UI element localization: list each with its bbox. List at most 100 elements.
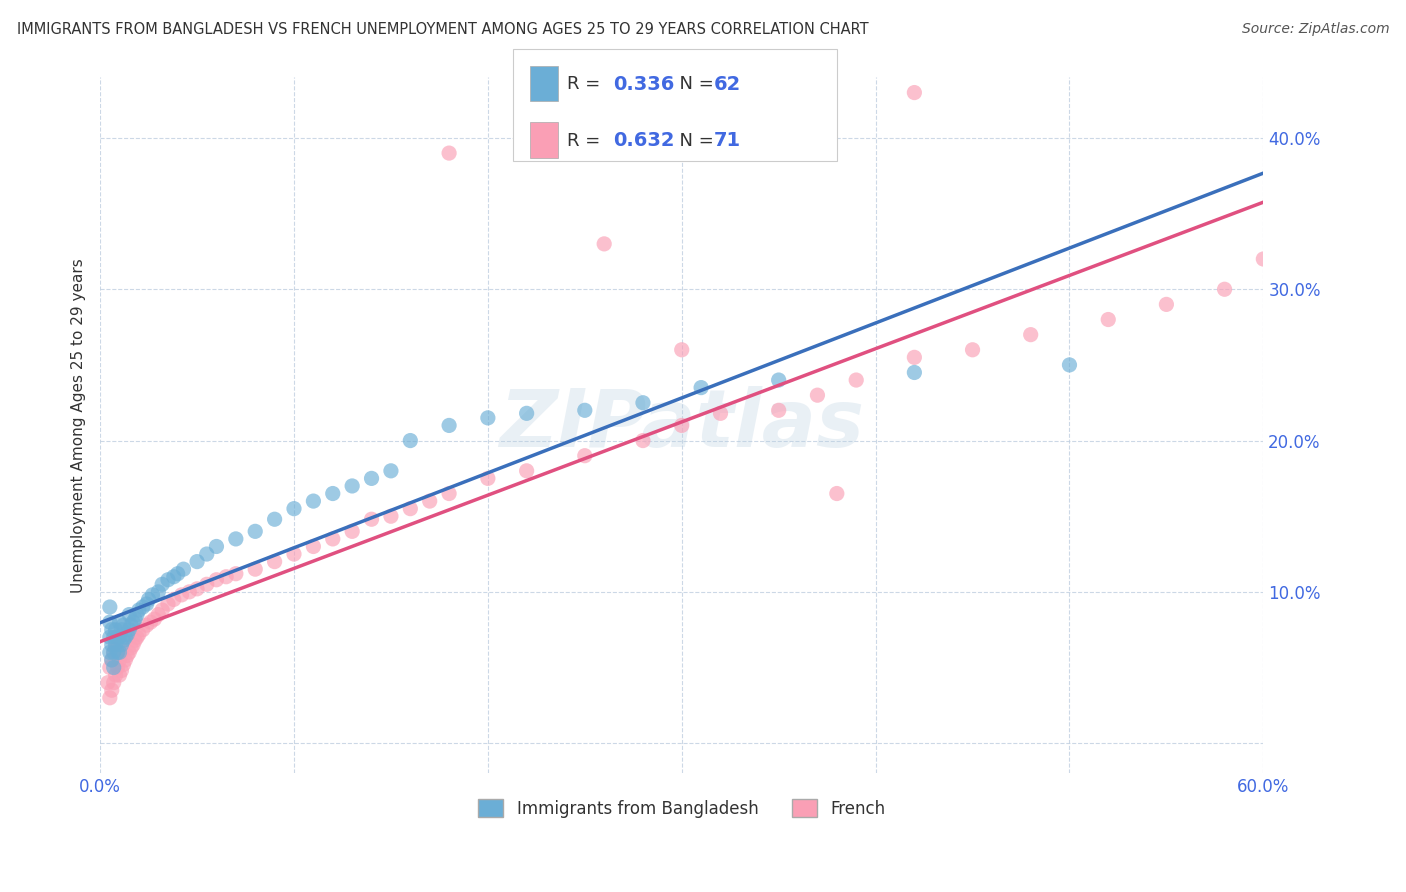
Point [148,607,170,622]
Point [98,599,121,614]
Text: 71: 71 [714,131,741,150]
Point [170,588,193,602]
Point [103,660,125,674]
Point [98,615,121,629]
Point [477,471,499,485]
Point [399,434,422,448]
Point [215,570,238,584]
Point [1097,312,1119,326]
Point [477,410,499,425]
Point [631,434,654,448]
Point [135,597,157,611]
Point [1019,327,1042,342]
Point [128,603,150,617]
Point [437,486,460,500]
Point [128,627,150,641]
Point [225,532,247,546]
Text: Source: ZipAtlas.com: Source: ZipAtlas.com [1241,22,1389,37]
Point [118,623,141,637]
Point [302,494,325,508]
Point [322,486,344,500]
Point [903,86,925,100]
Point [186,555,208,569]
Point [135,618,157,632]
Point [437,146,460,161]
Point [108,630,131,644]
Point [150,603,173,617]
Point [108,615,131,629]
Point [108,653,131,667]
Point [143,612,166,626]
Point [195,547,218,561]
Point [419,494,441,508]
Point [139,615,162,629]
Point [173,562,195,576]
Point [107,630,129,644]
Point [1156,297,1178,311]
Point [98,690,121,705]
Point [225,566,247,581]
Point [340,479,363,493]
Point [163,592,186,607]
Point [98,645,121,659]
Point [574,403,596,417]
Point [110,645,132,659]
Point [108,668,131,682]
Point [1213,282,1236,296]
Point [845,373,868,387]
Point [825,486,848,500]
Y-axis label: Unemployment Among Ages 25 to 29 years: Unemployment Among Ages 25 to 29 years [72,258,86,593]
Point [903,351,925,365]
Point [117,648,139,663]
Point [100,653,122,667]
Text: N =: N = [668,75,720,94]
Point [114,653,136,667]
Point [166,566,188,581]
Point [380,509,402,524]
Point [103,645,125,659]
Point [399,501,422,516]
Point [100,638,122,652]
Point [380,464,402,478]
Point [360,512,382,526]
Point [138,592,160,607]
Point [671,343,693,357]
Text: N =: N = [668,132,720,150]
Point [110,664,132,678]
Point [118,645,141,659]
Point [709,406,731,420]
Point [107,638,129,652]
Point [205,573,228,587]
Point [124,612,146,626]
Point [148,585,170,599]
Point [104,668,127,682]
Point [110,638,132,652]
Point [245,524,267,539]
Point [437,418,460,433]
Point [103,675,125,690]
Point [110,623,132,637]
Text: R =: R = [567,75,606,94]
Point [120,618,142,632]
Point [1059,358,1081,372]
Point [112,618,135,632]
Point [100,653,122,667]
Point [283,547,305,561]
Legend: Immigrants from Bangladesh, French: Immigrants from Bangladesh, French [471,793,891,824]
Point [132,599,155,614]
Point [100,683,122,698]
Point [322,532,344,546]
Point [104,623,127,637]
Point [186,582,208,596]
Point [263,512,285,526]
Point [156,597,179,611]
Point [179,585,201,599]
Point [283,501,305,516]
Point [114,630,136,644]
Point [112,633,135,648]
Text: 0.632: 0.632 [613,131,675,150]
Point [112,657,135,672]
Point [108,645,131,659]
Text: ZIPatlas: ZIPatlas [499,386,865,465]
Point [205,540,228,554]
